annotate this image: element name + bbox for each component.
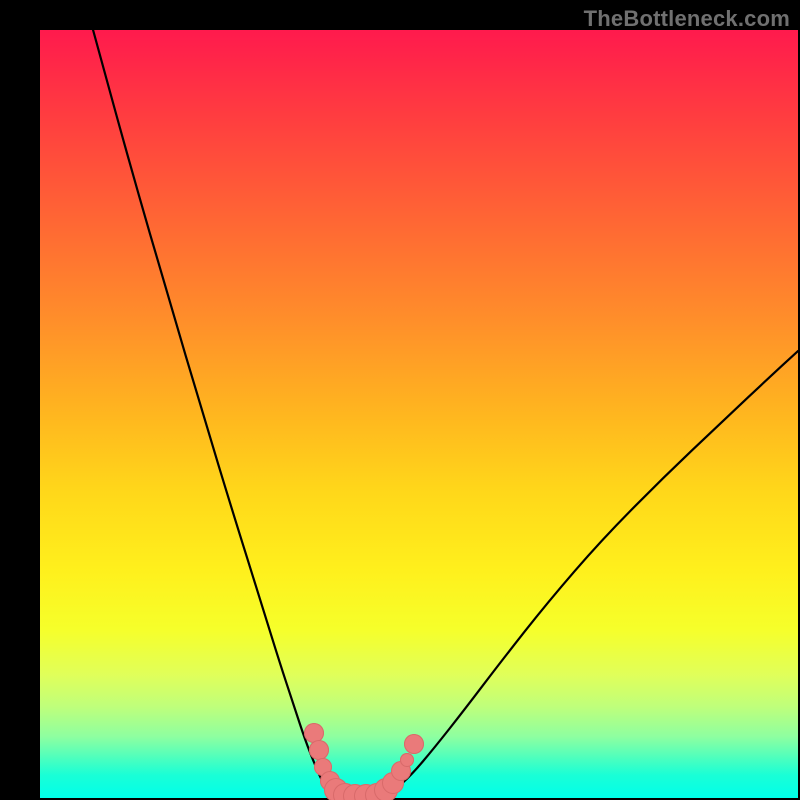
watermark-text: TheBottleneck.com — [584, 6, 790, 32]
data-marker — [309, 740, 329, 760]
marker-layer — [40, 30, 798, 798]
data-marker — [400, 753, 414, 767]
data-marker — [404, 734, 424, 754]
plot-area — [40, 30, 798, 798]
chart-canvas: TheBottleneck.com — [0, 0, 800, 800]
